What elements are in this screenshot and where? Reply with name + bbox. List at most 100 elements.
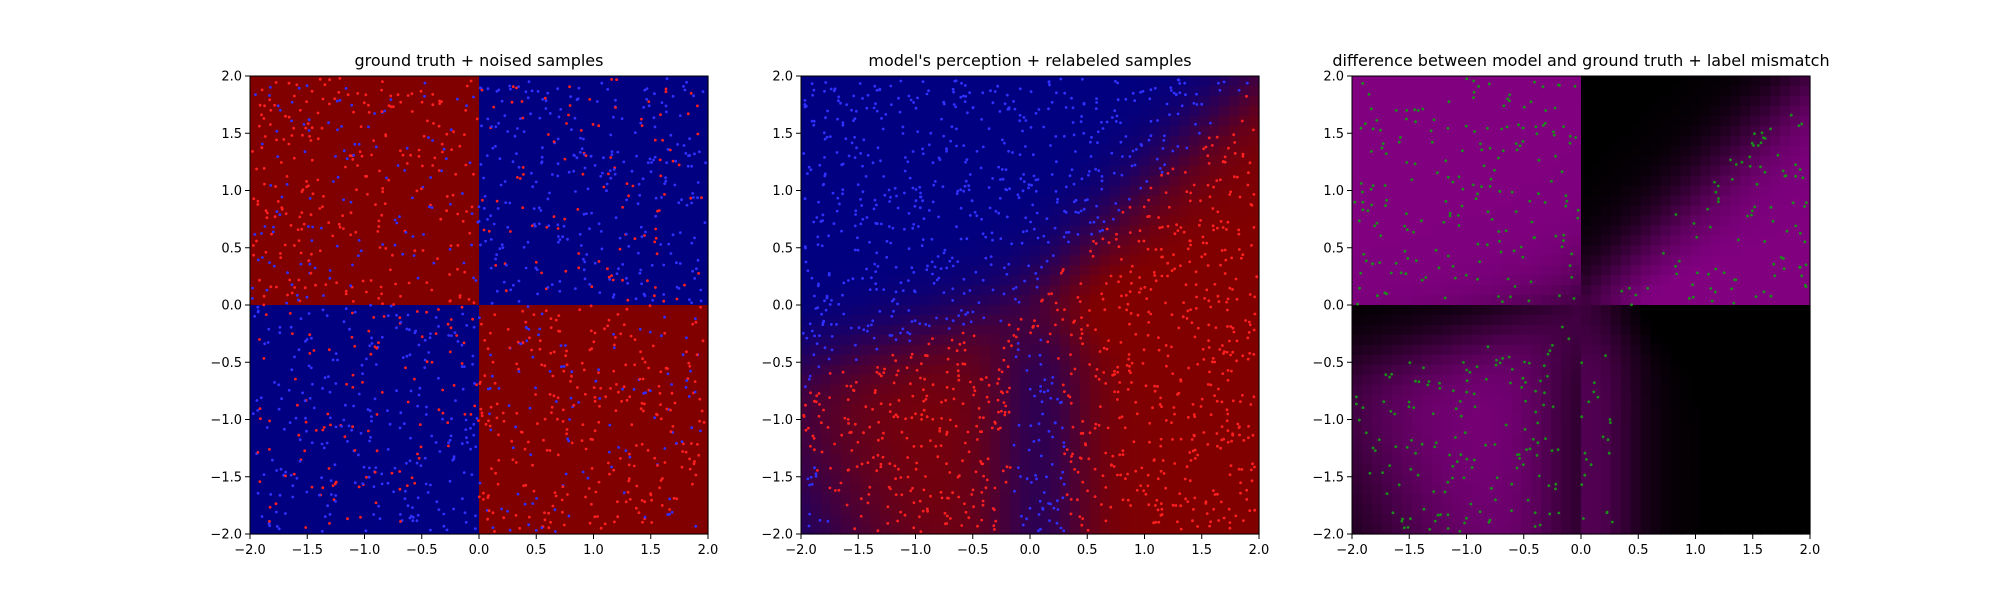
heatmap-cell xyxy=(309,245,321,256)
sample-point xyxy=(445,195,449,198)
heatmap-cell xyxy=(309,334,321,346)
heatmap-cell xyxy=(1020,185,1031,197)
heatmap-cell xyxy=(1209,235,1220,246)
heatmap-cell xyxy=(940,255,951,266)
heatmap-cell xyxy=(449,265,460,276)
heatmap-cell xyxy=(850,344,862,356)
heatmap-cell xyxy=(810,185,822,197)
sample-point xyxy=(567,113,570,117)
heatmap-cell xyxy=(840,95,852,107)
sample-point xyxy=(665,77,669,80)
sample-point xyxy=(663,182,667,186)
sample-point xyxy=(368,466,371,470)
heatmap-cell xyxy=(279,324,291,336)
heatmap-cell xyxy=(588,354,600,366)
heatmap-cell xyxy=(469,424,480,436)
sample-point xyxy=(527,327,531,331)
heatmap-cell xyxy=(970,235,981,246)
heatmap-cell xyxy=(820,275,832,286)
heatmap-cell xyxy=(369,105,381,117)
heatmap-cell xyxy=(668,95,679,107)
heatmap-cell xyxy=(359,85,371,97)
heatmap-cell xyxy=(498,205,510,216)
heatmap-cell xyxy=(870,324,882,336)
heatmap-cell xyxy=(658,314,669,326)
sample-point xyxy=(681,450,684,453)
heatmap-cell xyxy=(1149,145,1161,157)
heatmap-cell xyxy=(980,155,991,167)
sample-point xyxy=(641,357,644,361)
sample-point xyxy=(297,239,301,243)
heatmap-cell xyxy=(319,434,331,445)
heatmap-cell xyxy=(1079,275,1091,286)
sample-point xyxy=(269,184,273,187)
sample-point xyxy=(279,108,282,112)
sample-point xyxy=(452,507,455,511)
heatmap-cell xyxy=(538,384,550,396)
heatmap-cell xyxy=(658,115,669,127)
heatmap-cell xyxy=(289,76,301,87)
sample-point xyxy=(386,409,389,412)
heatmap-cell xyxy=(688,494,699,505)
heatmap-cell xyxy=(678,514,689,525)
heatmap-cell xyxy=(1219,115,1230,127)
heatmap-cell xyxy=(688,384,699,396)
heatmap-cell xyxy=(801,344,812,356)
heatmap-cell xyxy=(960,334,971,346)
sample-point xyxy=(643,88,647,92)
heatmap-cell xyxy=(289,95,301,107)
sample-point xyxy=(262,117,266,120)
sample-point xyxy=(540,160,544,164)
sample-point xyxy=(431,139,434,142)
heatmap-cell xyxy=(548,175,560,187)
sample-point xyxy=(685,350,688,354)
heatmap-cell xyxy=(289,334,301,346)
heatmap-cell xyxy=(250,115,261,127)
heatmap-cell xyxy=(339,85,351,97)
heatmap-cell xyxy=(319,414,331,426)
heatmap-cell xyxy=(1059,245,1071,256)
sample-point xyxy=(562,224,566,228)
heatmap-cell xyxy=(439,494,450,505)
sample-point xyxy=(408,353,412,357)
heatmap-cell xyxy=(359,334,371,346)
heatmap-cell xyxy=(820,354,832,366)
sample-point xyxy=(693,380,697,383)
heatmap-cell xyxy=(279,434,291,445)
heatmap-cell xyxy=(810,334,822,346)
heatmap-cell xyxy=(801,205,812,216)
heatmap-cell xyxy=(1109,125,1121,137)
sample-point xyxy=(643,360,647,364)
heatmap-cell xyxy=(890,195,902,207)
sample-point xyxy=(287,81,291,85)
heatmap-cell xyxy=(279,354,291,366)
heatmap-cell xyxy=(678,76,689,87)
heatmap-cell xyxy=(1209,295,1220,306)
sample-point xyxy=(316,137,320,141)
sample-point xyxy=(473,527,477,530)
heatmap-cell xyxy=(638,324,649,336)
heatmap-cell xyxy=(299,275,311,286)
heatmap-cell xyxy=(469,85,480,97)
heatmap-cell xyxy=(568,494,580,505)
heatmap-cell xyxy=(419,484,430,495)
sample-point xyxy=(320,529,324,533)
heatmap-cell xyxy=(459,255,470,266)
heatmap-cell xyxy=(970,85,981,97)
sample-point xyxy=(420,100,424,104)
heatmap-cell xyxy=(1209,344,1220,356)
heatmap-cell xyxy=(668,454,679,465)
heatmap-cell xyxy=(558,285,570,296)
sample-point xyxy=(575,98,579,101)
heatmap-cell xyxy=(1129,76,1141,87)
heatmap-cell xyxy=(488,215,500,226)
heatmap-cell xyxy=(688,295,699,306)
heatmap-cell xyxy=(618,225,629,236)
heatmap-cell xyxy=(1119,155,1131,167)
sample-point xyxy=(349,284,353,288)
heatmap-cell xyxy=(1239,175,1250,187)
sample-point xyxy=(288,312,292,315)
sample-point xyxy=(258,124,261,128)
heatmap-cell xyxy=(498,265,510,276)
sample-point xyxy=(552,394,556,398)
